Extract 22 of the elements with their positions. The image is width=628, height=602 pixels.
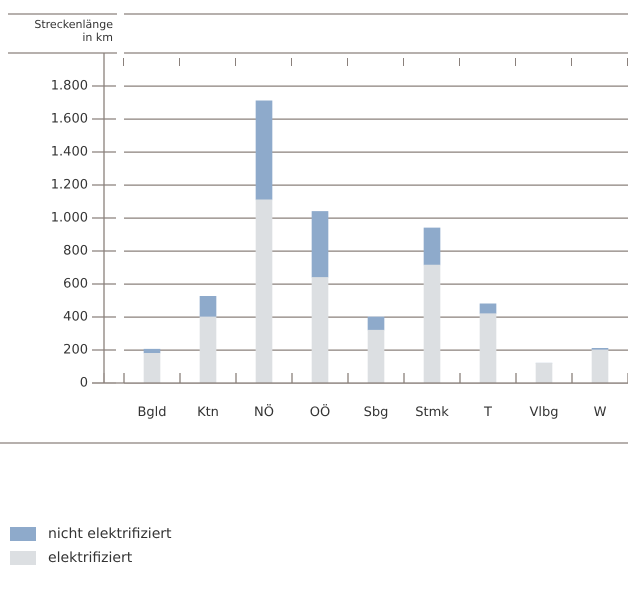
x-tick-label: Bgld (137, 405, 167, 420)
x-tick-label: Vlbg (529, 405, 559, 420)
legend-label: nicht elektrifiziert (48, 526, 172, 542)
y-tick-label: 400 (63, 309, 88, 324)
y-tick-label: 1.200 (50, 177, 88, 192)
y-axis-title: Streckenlänge in km (33, 18, 113, 44)
x-tick-label: W (594, 405, 607, 420)
y-tick-label: 800 (63, 243, 88, 258)
y-tick-label: 1.400 (50, 144, 88, 160)
x-tick-label: Stmk (415, 405, 450, 420)
x-tick-label: NÖ (254, 404, 274, 420)
x-tick-label: OÖ (310, 404, 330, 420)
y-tick-label: 1.000 (50, 210, 88, 226)
legend-label: elektrifiziert (48, 550, 132, 566)
y-tick-label: 1.800 (50, 78, 88, 94)
y-tick-label: 0 (80, 375, 88, 390)
x-tick-label: Ktn (197, 405, 219, 420)
x-tick-label: Sbg (364, 405, 388, 420)
y-tick-label: 600 (63, 276, 88, 292)
y-tick-label: 200 (63, 342, 88, 358)
x-tick-label: T (483, 405, 492, 420)
y-tick-label: 1.600 (50, 111, 88, 126)
